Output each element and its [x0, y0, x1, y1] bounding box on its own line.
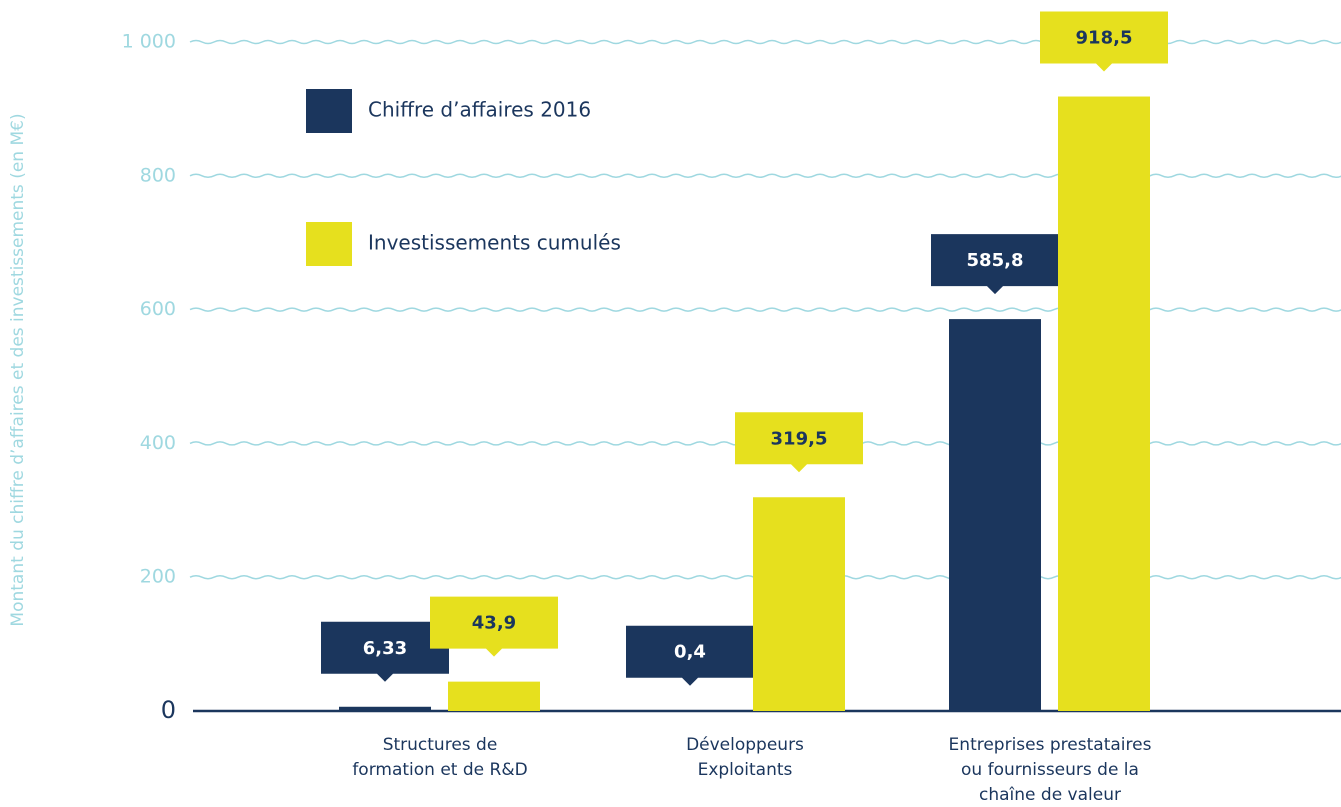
bar [1058, 96, 1150, 711]
value-label: 0,4 [674, 642, 706, 663]
value-label: 43,9 [472, 613, 516, 634]
y-tick-label: 200 [140, 566, 176, 588]
bar [949, 319, 1041, 711]
legend-swatch [306, 89, 352, 133]
y-tick-label: 800 [140, 164, 176, 186]
y-tick-label: 600 [140, 298, 176, 320]
grid-line [189, 307, 1341, 312]
x-tick-label: Entreprises prestataires [949, 735, 1152, 755]
x-tick-label: Développeurs [686, 735, 804, 755]
x-tick-label: chaîne de valeur [979, 785, 1121, 805]
value-label: 585,8 [967, 250, 1024, 271]
y-tick-label: 0 [161, 696, 176, 724]
value-label-box [430, 596, 558, 657]
legend-swatch [306, 222, 352, 266]
value-label-box [321, 621, 449, 682]
bar [753, 497, 845, 711]
value-label-box [1040, 11, 1168, 72]
legend-label: Chiffre d’affaires 2016 [368, 98, 591, 122]
x-tick-label: Structures de [383, 735, 498, 755]
y-tick-label: 400 [140, 432, 176, 454]
value-label-box [735, 412, 863, 473]
x-tick-label: formation et de R&D [352, 760, 527, 780]
x-tick-label: ou fournisseurs de la [961, 760, 1139, 780]
bar [339, 706, 431, 711]
y-tick-label: 1 000 [122, 31, 176, 53]
x-tick-label: Exploitants [698, 760, 793, 780]
value-label: 918,5 [1076, 28, 1133, 49]
value-label-box [931, 234, 1059, 295]
bar [448, 681, 540, 711]
grid-line [189, 39, 1341, 45]
value-label-box [626, 625, 754, 686]
y-axis-label: Montant du chiffre d’affaires et des inv… [8, 113, 28, 626]
value-label: 319,5 [771, 428, 828, 449]
grid-line [189, 173, 1341, 179]
legend-label: Investissements cumulés [368, 231, 621, 255]
value-label: 6,33 [363, 638, 407, 659]
